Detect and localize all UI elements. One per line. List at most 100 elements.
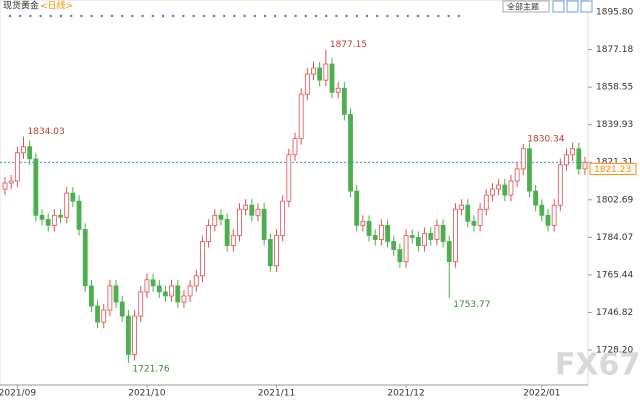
candle-body bbox=[101, 309, 107, 323]
y-tick-label: 1728.20 bbox=[596, 346, 633, 356]
candle-body bbox=[33, 158, 39, 216]
y-tick-label: 1765.44 bbox=[596, 270, 633, 280]
candle-body bbox=[323, 63, 329, 81]
marker-dot bbox=[396, 14, 399, 18]
candle-body bbox=[169, 285, 174, 297]
candle-body bbox=[21, 146, 26, 154]
candle-body bbox=[230, 235, 236, 246]
candle-body bbox=[360, 220, 366, 226]
marker-dot bbox=[90, 14, 93, 18]
marker-dot bbox=[355, 14, 358, 18]
candle-body bbox=[465, 204, 471, 222]
last-price-label: 1821.23 bbox=[594, 165, 631, 175]
marker-dot bbox=[447, 14, 450, 18]
candle-body bbox=[416, 237, 421, 246]
candle-body bbox=[582, 161, 588, 170]
candle-body bbox=[354, 190, 360, 226]
candle-body bbox=[527, 148, 532, 192]
chart-title: 现货黄金 bbox=[3, 0, 39, 12]
candle-body bbox=[8, 180, 14, 184]
tool-icon[interactable] bbox=[552, 0, 565, 13]
candle-body bbox=[280, 200, 286, 236]
marker-dot bbox=[8, 14, 12, 18]
last-price-box bbox=[589, 162, 637, 175]
candle-body bbox=[206, 224, 212, 242]
candle-body bbox=[471, 220, 477, 226]
candle-body bbox=[311, 67, 316, 75]
candle-body bbox=[520, 148, 526, 170]
marker-dot bbox=[263, 14, 267, 18]
marker-dot bbox=[19, 14, 22, 18]
marker-dot bbox=[172, 14, 175, 18]
candle-body bbox=[341, 87, 347, 115]
candle-body bbox=[428, 233, 434, 240]
extreme-label: 1830.34 bbox=[527, 135, 564, 145]
y-tick-label: 1821.31 bbox=[596, 158, 633, 168]
marker-dot bbox=[100, 14, 104, 18]
candle-body bbox=[126, 315, 131, 355]
candle-body bbox=[286, 154, 292, 202]
candle-body bbox=[150, 279, 156, 287]
candle-body bbox=[502, 184, 508, 196]
marker-dot bbox=[161, 14, 165, 18]
candle-body bbox=[261, 208, 267, 240]
candle-body bbox=[144, 279, 150, 293]
marker-dot bbox=[376, 14, 379, 18]
marker-dot bbox=[202, 14, 205, 18]
marker-dot bbox=[110, 14, 114, 18]
candle-body bbox=[477, 208, 483, 226]
candle-body bbox=[570, 148, 576, 156]
theme-dropdown[interactable] bbox=[502, 0, 550, 13]
marker-dot bbox=[304, 14, 307, 18]
candle-body bbox=[403, 235, 409, 263]
extreme-label: 1834.03 bbox=[28, 127, 65, 137]
candle-body bbox=[372, 235, 378, 240]
marker-dot bbox=[416, 14, 420, 18]
x-tick-label: 2021/12 bbox=[387, 389, 424, 399]
candle-body bbox=[292, 138, 298, 156]
marker-dot bbox=[406, 14, 409, 18]
candle-body bbox=[88, 285, 94, 307]
candle-body bbox=[483, 194, 489, 210]
candle-body bbox=[564, 154, 569, 166]
marker-dot bbox=[427, 14, 430, 18]
marker-dot bbox=[192, 14, 195, 18]
candle-body bbox=[397, 249, 403, 263]
candle-body bbox=[76, 200, 82, 230]
theme-dropdown-label: 全部主题 bbox=[507, 2, 539, 12]
tool-icon[interactable] bbox=[580, 0, 593, 13]
x-tick-label: 2022/01 bbox=[523, 389, 560, 399]
tool-icon[interactable] bbox=[566, 0, 579, 13]
candle-body bbox=[385, 224, 390, 242]
marker-dot bbox=[253, 14, 256, 18]
candle-body bbox=[27, 146, 33, 160]
y-tick-label: 1839.93 bbox=[596, 120, 633, 130]
candle-body bbox=[335, 87, 341, 93]
marker-dot bbox=[437, 14, 440, 18]
candle-body bbox=[218, 214, 224, 220]
candle-body bbox=[200, 241, 205, 277]
candle-body bbox=[14, 152, 20, 182]
candle-body bbox=[267, 239, 273, 267]
candle-body bbox=[348, 114, 353, 192]
marker-dot bbox=[151, 14, 154, 18]
candle-body bbox=[243, 204, 249, 210]
marker-dot bbox=[284, 14, 287, 18]
candle-body bbox=[459, 204, 464, 210]
candle-body bbox=[274, 235, 279, 267]
candle-body bbox=[453, 208, 458, 263]
candle-body bbox=[317, 67, 323, 81]
marker-dot bbox=[233, 14, 236, 18]
candle-body bbox=[409, 235, 415, 238]
marker-dot bbox=[294, 14, 297, 18]
candle-body bbox=[496, 184, 502, 190]
candle-body bbox=[249, 204, 255, 216]
extreme-label: 1877.15 bbox=[330, 40, 367, 50]
x-tick-label: 2021/09 bbox=[0, 389, 36, 399]
chart-subtitle: <日线> bbox=[40, 0, 73, 12]
y-tick-label: 1877.18 bbox=[596, 45, 633, 55]
marker-dot bbox=[212, 14, 216, 18]
candle-body bbox=[224, 218, 230, 246]
candle-body bbox=[391, 241, 397, 250]
candle-body bbox=[255, 208, 261, 216]
